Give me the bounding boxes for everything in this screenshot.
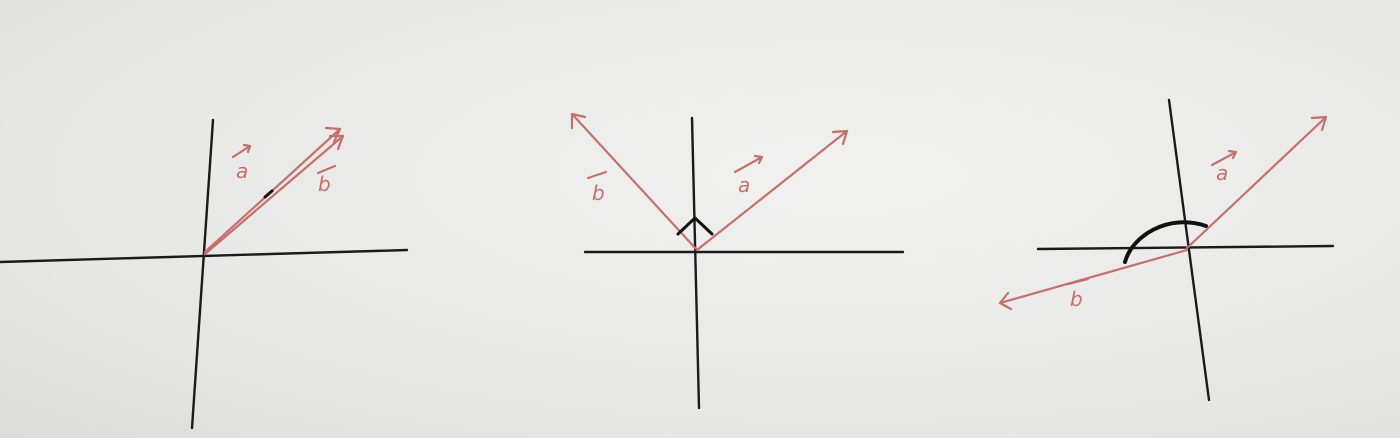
figure-2-vector-a-arrowhead (831, 129, 849, 146)
figure-obtuse: a b (998, 98, 1335, 402)
figure-2-vector-b (570, 112, 699, 252)
figure-2-right-angle-marker (676, 216, 714, 236)
figure-1-label-b-group: b (316, 164, 337, 196)
figure-1-label-a-group: a (231, 143, 252, 183)
figure-3-x-axis (1036, 244, 1335, 251)
figure-2-label-b-bar (586, 170, 608, 180)
figure-3-y-axis (1167, 98, 1211, 402)
figure-1-label-b: b (318, 172, 331, 196)
figure-2-y-axis (690, 116, 701, 410)
figure-parallel: a b (0, 118, 409, 430)
figure-1-label-a-arrow (231, 143, 252, 159)
figure-3-vector-b (998, 248, 1189, 305)
figure-2-label-b-group: b (586, 170, 608, 205)
figure-2-label-a: a (738, 173, 750, 197)
figure-1-vector-a-arrowhead (324, 126, 342, 144)
figure-3-vector-a-arrowhead (1310, 115, 1328, 132)
figure-3-label-a: a (1216, 161, 1228, 185)
figure-3-label-b: b (1070, 287, 1083, 311)
figure-1-vector-b (203, 134, 345, 256)
figure-2-vector-a (695, 129, 849, 252)
figure-3-label-a-arrow (1210, 149, 1238, 167)
figure-3-angle-arc (1123, 220, 1208, 264)
figure-3-label-a-group: a (1210, 149, 1238, 185)
figure-2-label-a-arrow (733, 154, 764, 174)
figure-3-vector-b-arrowhead (998, 291, 1013, 311)
figure-1-label-b-bar (316, 164, 337, 175)
figure-3-label-b-bar (1066, 277, 1090, 286)
figure-2-label-b: b (592, 181, 605, 205)
figure-1-y-axis (190, 118, 215, 430)
figure-3-label-b-group: b (1066, 277, 1090, 311)
figure-1-vector-b-arrowhead (328, 134, 345, 151)
figure-2-vector-b-arrowhead (570, 112, 587, 130)
figure-2-label-a-group: a (733, 154, 764, 197)
figure-perpendicular: a b (570, 112, 905, 410)
figure-1-label-a: a (236, 159, 248, 183)
figure-1-point-marker (263, 189, 274, 199)
figure-3-vector-a (1185, 115, 1328, 250)
